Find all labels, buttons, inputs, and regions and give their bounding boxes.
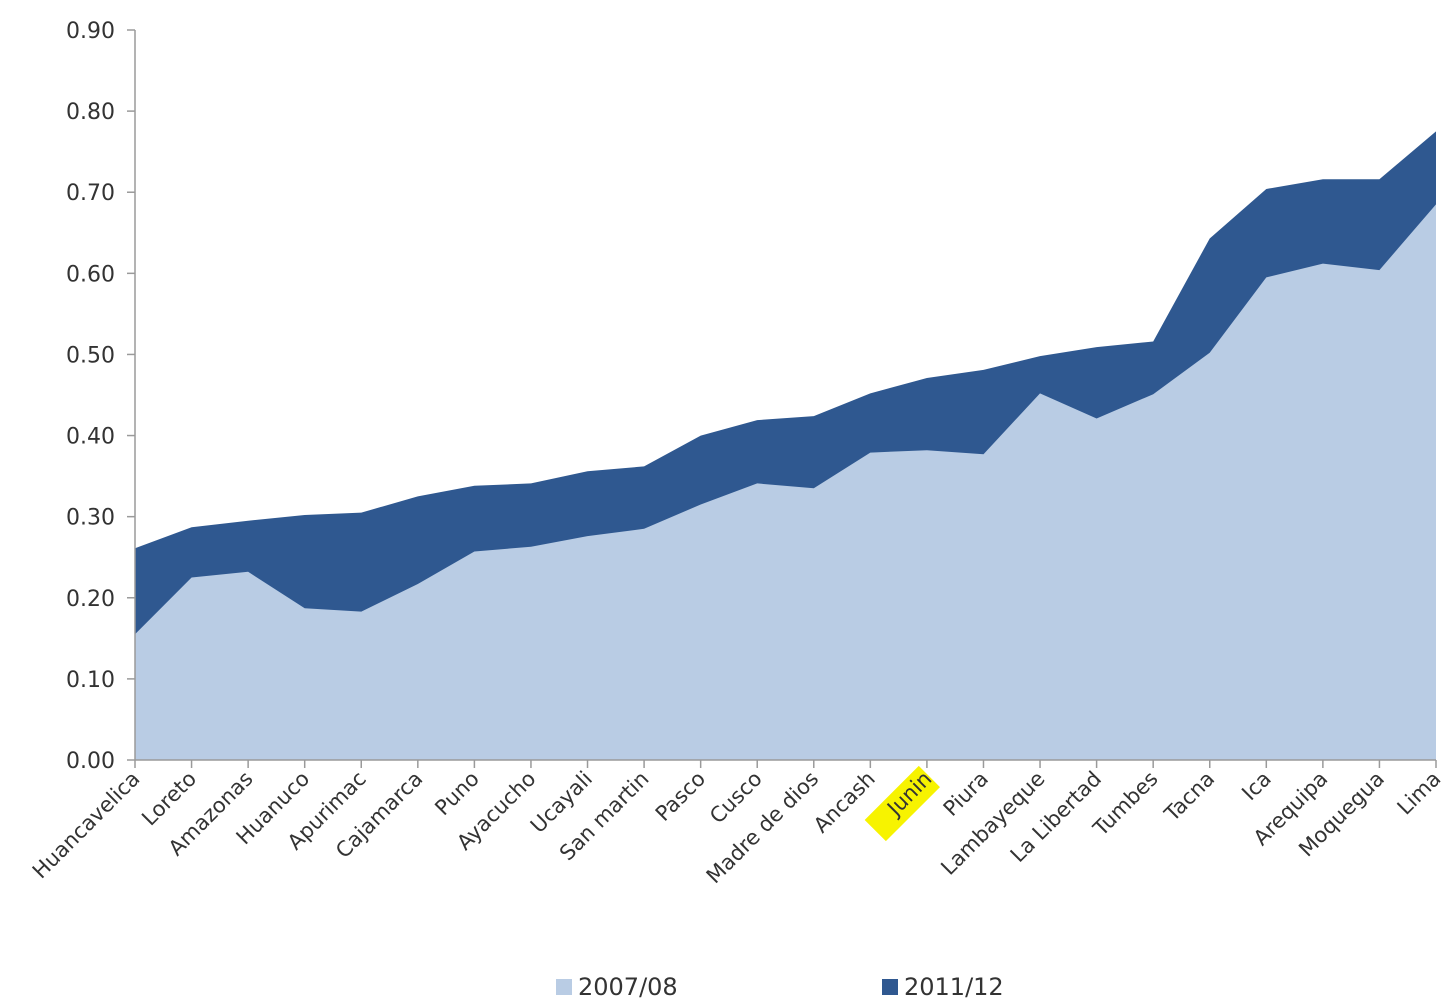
chart-axes [134, 30, 1436, 761]
legend-swatch-2011-12 [882, 979, 898, 995]
y-tick-labels: 0.00 0.10 0.20 0.30 0.40 0.50 0.60 0.70 0.80 0.90 [66, 19, 135, 774]
x-tick-label-puno: Puno [430, 767, 484, 821]
x-tick-label-tacna: Tacna [1159, 767, 1219, 827]
y-tick-label: 0.10 [66, 668, 115, 693]
y-tick-label: 0.00 [66, 749, 115, 774]
y-tick-label: 0.60 [66, 262, 115, 287]
y-tick-label: 0.90 [66, 19, 115, 44]
y-tick-label: 0.50 [66, 343, 115, 368]
area-chart: 0.00 0.10 0.20 0.30 0.40 0.50 0.60 0.70 0.80 0.90… [28, 19, 1443, 888]
y-tick-label: 0.80 [66, 100, 115, 125]
x-tick-label-pasco: Pasco [651, 767, 710, 826]
legend-label-2007-08: 2007/08 [578, 973, 678, 1001]
legend-item-2011-12: 2011/12 [882, 972, 1004, 1002]
x-tick-labels: HuancavelicaLoretoAmazonasHuanucoApurima… [28, 760, 1443, 888]
highlight-marker [864, 765, 940, 842]
legend-label-2011-12: 2011/12 [904, 973, 1004, 1001]
x-tick-label-ancash: Ancash [809, 767, 880, 838]
x-tick-label-lima: Lima [1393, 767, 1443, 820]
x-tick-label-huancavelica: Huancavelica [28, 767, 145, 884]
chart-areas [135, 131, 1436, 760]
y-tick-label: 0.30 [66, 506, 115, 531]
legend-swatch-2007-08 [556, 979, 572, 995]
y-tick-label: 0.40 [66, 425, 115, 450]
x-tick-label-piura: Piura [939, 767, 993, 821]
x-tick-label-ica: Ica [1237, 767, 1276, 806]
legend-item-2007-08: 2007/08 [556, 972, 678, 1002]
area-2007-08 [135, 204, 1436, 760]
y-tick-label: 0.20 [66, 587, 115, 612]
y-tick-label: 0.70 [66, 181, 115, 206]
